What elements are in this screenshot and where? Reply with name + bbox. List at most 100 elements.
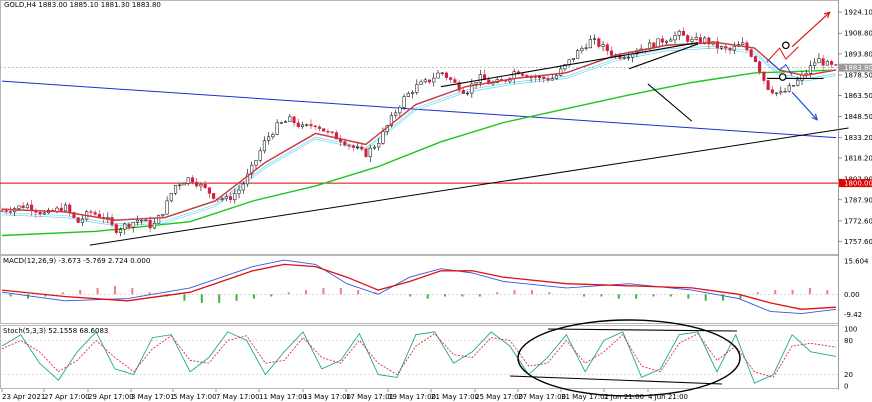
candle-body (258, 150, 262, 161)
candle-body (432, 77, 436, 83)
candle-body (542, 76, 546, 79)
candle-body (720, 46, 724, 49)
candle-body (63, 204, 68, 212)
candle-body (482, 74, 487, 81)
candle-body (131, 222, 135, 228)
time-tick-label: 17 May 17:01 (346, 393, 394, 401)
price-pane-frame (0, 0, 839, 255)
candle-body (791, 85, 796, 87)
candle-body (343, 141, 347, 146)
price-tick-label: 1863.50 (844, 92, 872, 100)
candle-body (106, 217, 110, 219)
candle-body (140, 220, 144, 222)
candle-body (770, 89, 774, 94)
candle-body (656, 38, 660, 48)
candle-body (601, 44, 605, 47)
candle-body (199, 184, 203, 187)
candle-body (605, 44, 609, 52)
price-tick-label: 1833.20 (844, 134, 872, 142)
candle-body (317, 126, 322, 129)
price-tick-label: 1818.20 (844, 155, 872, 163)
arrow-up-shaft (791, 11, 831, 48)
macd-tick-label: 15.604 (844, 257, 869, 265)
time-tick-label: 21 May 17:00 (431, 393, 479, 401)
candle-body (394, 112, 398, 116)
price-tick-label: 1787.90 (844, 196, 872, 204)
upper-channel-line (440, 42, 699, 88)
time-tick-label: 27 Apr 17:00 (44, 393, 90, 401)
candle-body (97, 214, 101, 218)
ema-band-line-1 (1, 45, 837, 225)
candle-body (808, 65, 812, 74)
candle-body (783, 91, 787, 93)
marker-circle-top (782, 41, 790, 50)
candle-body (292, 116, 296, 124)
candle-body (681, 30, 686, 36)
candle-body (254, 160, 258, 166)
candle-body (830, 61, 834, 65)
projection-up-zigzag (766, 46, 799, 63)
stoch-tick-label: 0 (844, 383, 848, 391)
candle-body (415, 84, 419, 93)
arrow-down-head (811, 113, 819, 121)
time-tick-label: 5 May 17:00 (173, 393, 217, 401)
candle-body (567, 59, 571, 65)
price-tick-label: 1893.80 (844, 50, 872, 58)
macd-line (1, 259, 837, 315)
candle-body (406, 93, 410, 97)
support-trend-line (89, 127, 849, 246)
blue-trend-line (1, 80, 837, 139)
candle-body (512, 71, 516, 79)
candle-body (440, 72, 444, 74)
macd-tick-label: 0.00 (844, 291, 860, 299)
candle-body (275, 122, 279, 135)
candle-body (411, 92, 415, 94)
candle-body (182, 183, 186, 186)
price-tick-label: 1908.80 (844, 30, 872, 38)
stoch-bottom-line (509, 375, 723, 385)
candle-body (17, 205, 21, 209)
candle-body (766, 80, 770, 90)
candle-body (262, 140, 266, 152)
candle-body (186, 177, 190, 184)
price-tick-label: 1772.60 (844, 217, 872, 225)
candle-body (271, 134, 275, 138)
candle-body (427, 79, 432, 83)
candle-body (157, 215, 161, 224)
candle-body (288, 116, 292, 122)
candle-body (161, 213, 165, 216)
candle-body (618, 54, 622, 59)
candle-body (728, 48, 732, 51)
candle-body (326, 131, 330, 133)
candle-body (360, 146, 364, 150)
candle-body (212, 193, 216, 199)
candle-body (59, 207, 63, 212)
candle-body (322, 128, 326, 132)
candle-body (135, 220, 139, 223)
macd-header-label: MACD(12,26,9) -3.673 -5.769 2.724 0.000 (3, 257, 150, 265)
time-tick-label: 4 Jun 21:00 (648, 393, 688, 401)
candle-body (169, 193, 173, 202)
candle-body (237, 189, 241, 194)
candle-body (398, 107, 402, 114)
level-price-label: 1800.00 (844, 180, 872, 188)
candle-body (821, 58, 825, 66)
time-tick-label: 29 Apr 17:00 (88, 393, 134, 401)
candle-body (233, 193, 237, 201)
candle-body (89, 211, 93, 213)
candle-body (813, 62, 817, 66)
candle-body (817, 58, 821, 64)
candle-body (93, 212, 97, 215)
candle-body (775, 92, 779, 94)
candle-body (580, 47, 584, 51)
time-tick-label: 2 Jun 21:00 (604, 393, 644, 401)
candle-body (664, 40, 669, 43)
stoch-pane-frame (0, 325, 839, 389)
candle-body (423, 79, 427, 83)
ma-slow-line (1, 69, 837, 237)
candle-body (173, 185, 178, 194)
macd-signal-line (1, 263, 837, 310)
